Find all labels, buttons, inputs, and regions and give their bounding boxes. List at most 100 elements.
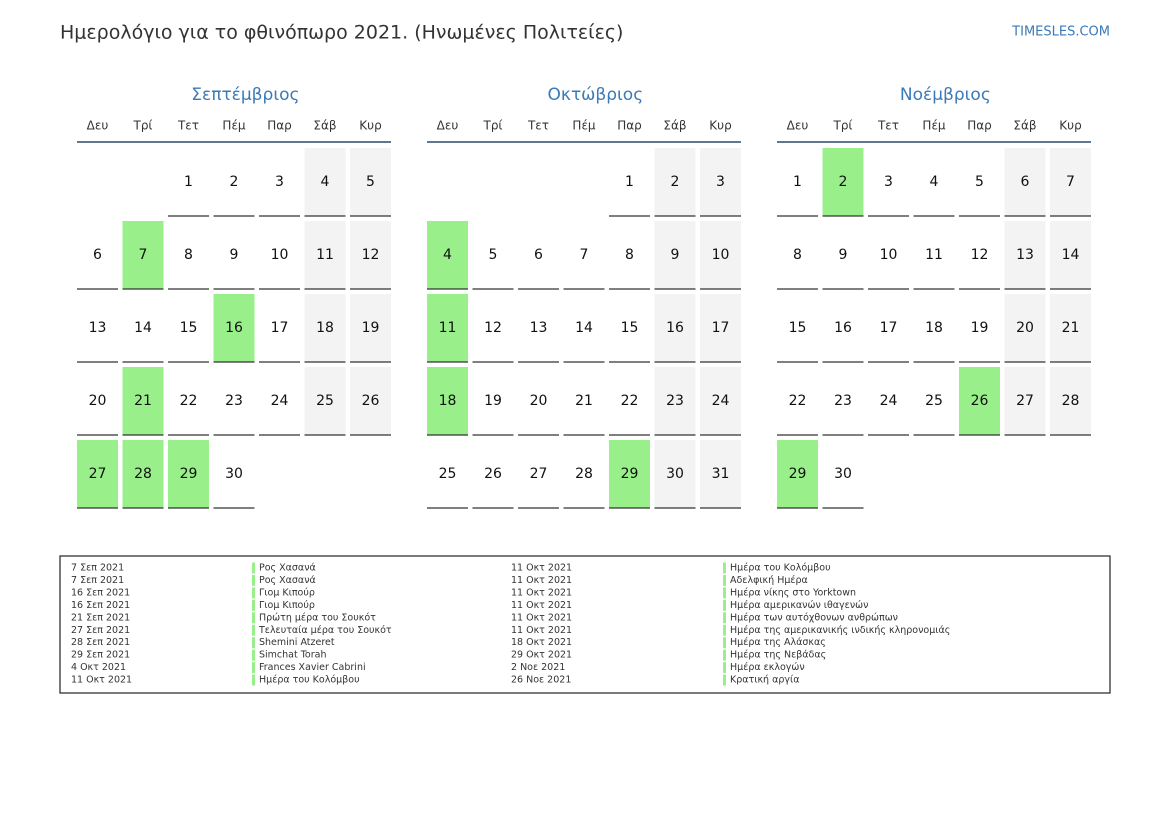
day-number: 23 xyxy=(225,393,243,409)
day-number: 25 xyxy=(439,466,457,482)
weekday-label: Τετ xyxy=(527,119,549,133)
day-number: 20 xyxy=(89,393,107,409)
weekend-cell xyxy=(700,440,741,508)
weekend-cell xyxy=(1004,221,1046,289)
holiday-name: Frances Xavier Cabrini xyxy=(259,662,366,673)
holiday-date: 4 Οκτ 2021 xyxy=(71,662,126,673)
holiday-cell xyxy=(77,440,118,508)
holiday-name: Ημέρα του Κολόμβου xyxy=(730,563,831,574)
holiday-name: Ημέρα του Κολόμβου xyxy=(259,675,360,686)
holiday-cell xyxy=(427,221,468,289)
day-number: 27 xyxy=(89,466,107,482)
weekend-cell xyxy=(350,148,391,216)
holiday-date: 7 Σεπ 2021 xyxy=(71,575,124,586)
holiday-name: Γιομ Κιπούρ xyxy=(259,600,315,611)
holiday-marker xyxy=(252,599,255,611)
day-number: 29 xyxy=(789,466,807,482)
day-number: 16 xyxy=(834,320,852,336)
holiday-date: 29 Οκτ 2021 xyxy=(511,650,572,661)
day-number: 3 xyxy=(275,174,284,190)
weekday-label: Πέμ xyxy=(922,119,946,133)
holiday-date: 29 Σεπ 2021 xyxy=(71,650,130,661)
day-number: 18 xyxy=(316,320,334,336)
day-number: 22 xyxy=(789,393,807,409)
day-number: 25 xyxy=(925,393,943,409)
weekend-cell xyxy=(700,221,741,289)
holiday-date: 11 Οκτ 2021 xyxy=(511,575,572,586)
day-number: 28 xyxy=(575,466,593,482)
day-number: 11 xyxy=(316,247,334,263)
holiday-marker xyxy=(252,624,255,636)
day-number: 20 xyxy=(1016,320,1034,336)
weekday-label: Σάβ xyxy=(313,119,336,133)
holiday-name: Ημέρα νίκης στο Yorktown xyxy=(730,587,856,598)
holiday-cell xyxy=(122,221,164,289)
holiday-name: Αδελφική Ημέρα xyxy=(730,575,808,586)
holiday-date: 27 Σεπ 2021 xyxy=(71,625,130,636)
weekday-label: Τρί xyxy=(832,119,852,133)
day-number: 16 xyxy=(225,320,243,336)
holiday-cell xyxy=(822,148,864,216)
day-number: 3 xyxy=(884,174,893,190)
day-number: 13 xyxy=(1016,247,1034,263)
holiday-marker xyxy=(723,562,726,574)
weekend-cell xyxy=(304,221,346,289)
weekend-cell xyxy=(1050,294,1091,362)
weekday-label: Τρί xyxy=(482,119,502,133)
weekday-label: Πέμ xyxy=(572,119,596,133)
day-number: 9 xyxy=(839,247,848,263)
holiday-marker xyxy=(723,674,726,686)
holiday-cell xyxy=(122,440,164,508)
holiday-name: Ημέρα αμερικανών ιθαγενών xyxy=(730,600,868,611)
day-number: 28 xyxy=(1062,393,1080,409)
holiday-name: Ημέρα της Νεβάδας xyxy=(730,650,826,661)
day-number: 15 xyxy=(180,320,198,336)
weekday-label: Κυρ xyxy=(709,119,731,133)
holiday-name: Κρατική αργία xyxy=(730,675,800,686)
site-link[interactable]: TIMESLES.COM xyxy=(1011,25,1110,40)
day-number: 1 xyxy=(793,174,802,190)
day-number: 23 xyxy=(666,393,684,409)
holiday-date: 11 Οκτ 2021 xyxy=(511,600,572,611)
day-number: 6 xyxy=(534,247,543,263)
weekend-cell xyxy=(304,148,346,216)
month-name: Οκτώβριος xyxy=(548,85,644,105)
weekday-label: Παρ xyxy=(617,119,642,133)
day-number: 1 xyxy=(184,174,193,190)
holiday-marker xyxy=(723,574,726,586)
day-number: 25 xyxy=(316,393,334,409)
weekend-cell xyxy=(654,440,696,508)
day-number: 8 xyxy=(793,247,802,263)
weekday-label: Παρ xyxy=(967,119,992,133)
holiday-date: 11 Οκτ 2021 xyxy=(511,612,572,623)
holiday-cell xyxy=(427,294,468,362)
holiday-marker xyxy=(723,662,726,674)
day-number: 17 xyxy=(712,320,730,336)
weekend-cell xyxy=(1004,148,1046,216)
day-number: 19 xyxy=(484,393,502,409)
day-number: 20 xyxy=(530,393,548,409)
day-number: 21 xyxy=(1062,320,1080,336)
day-number: 15 xyxy=(789,320,807,336)
day-number: 7 xyxy=(1066,174,1075,190)
weekday-label: Δευ xyxy=(87,119,109,133)
holiday-cell xyxy=(122,367,164,435)
day-number: 31 xyxy=(712,466,730,482)
day-number: 27 xyxy=(1016,393,1034,409)
day-number: 10 xyxy=(271,247,289,263)
holiday-cell xyxy=(959,367,1000,435)
holiday-marker xyxy=(723,599,726,611)
day-number: 18 xyxy=(439,393,457,409)
day-number: 4 xyxy=(321,174,330,190)
holiday-cell xyxy=(609,440,650,508)
day-number: 18 xyxy=(925,320,943,336)
holiday-date: 2 Νοε 2021 xyxy=(511,662,565,673)
weekday-label: Δευ xyxy=(437,119,459,133)
day-number: 17 xyxy=(880,320,898,336)
weekend-cell xyxy=(1050,221,1091,289)
day-number: 19 xyxy=(971,320,989,336)
day-number: 5 xyxy=(489,247,498,263)
day-number: 1 xyxy=(625,174,634,190)
weekend-cell xyxy=(350,294,391,362)
